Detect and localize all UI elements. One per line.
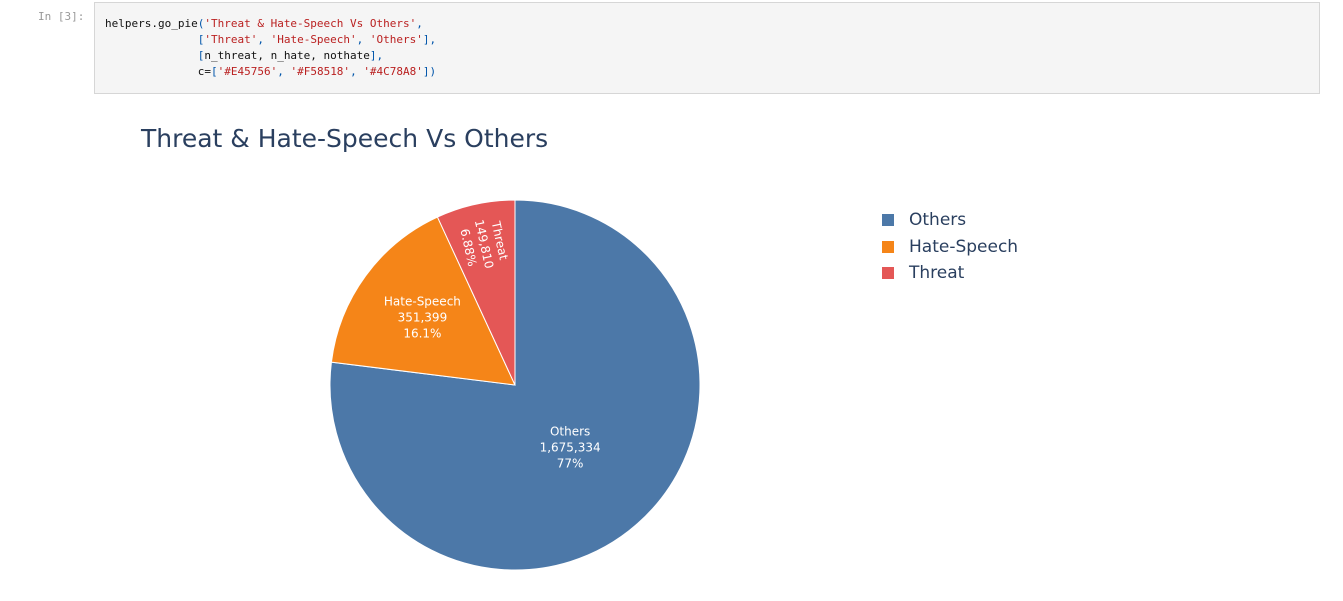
slice-label-group: Others 1,675,334 77%	[540, 424, 601, 470]
legend-swatch	[882, 267, 894, 280]
legend-swatch	[882, 240, 894, 253]
code-line: c=['#E45756', '#F58518', '#4C78A8'])	[105, 64, 436, 80]
code-token: [	[197, 33, 205, 46]
code-editor[interactable]: helpers.go_pie('Threat & Hate-Speech Vs …	[105, 16, 436, 80]
code-token: ,	[356, 33, 370, 46]
legend-label: Threat	[909, 263, 965, 284]
code-token: ,	[257, 33, 271, 46]
code-token: ])	[422, 65, 437, 78]
slice-value-text: 351,399	[398, 310, 448, 324]
code-token: ,	[416, 17, 423, 30]
code-token: ,	[350, 65, 364, 78]
code-token: 'Threat'	[204, 33, 258, 46]
code-token: 'Threat & Hate-Speech Vs Others'	[204, 17, 417, 30]
pie-slice-others[interactable]	[329, 199, 701, 571]
code-token: (	[197, 17, 205, 30]
pie-slice-threat[interactable]	[436, 199, 516, 386]
code-line: helpers.go_pie('Threat & Hate-Speech Vs …	[105, 16, 436, 32]
legend-label: Others	[909, 210, 967, 231]
slice-value-text: 1,675,334	[540, 440, 601, 454]
code-token: 'Others'	[369, 33, 423, 46]
legend-swatch	[882, 214, 894, 227]
code-token: '#E45756'	[217, 65, 278, 78]
code-token: helpers.go_pie	[105, 17, 198, 30]
slice-label: Hate-Speech	[384, 294, 461, 308]
code-token: '#F58518'	[290, 65, 351, 78]
chart-legend: Others Hate-Speech Threat	[882, 207, 1018, 287]
code-token: ,	[277, 65, 291, 78]
legend-item[interactable]: Others	[882, 207, 1018, 234]
code-token: c=	[197, 65, 211, 78]
chart-title: Threat & Hate-Speech Vs Others	[141, 124, 549, 153]
code-cell[interactable]: helpers.go_pie('Threat & Hate-Speech Vs …	[94, 2, 1320, 94]
code-line: ['Threat', 'Hate-Speech', 'Others'],	[105, 32, 436, 48]
slice-label: Others	[550, 424, 590, 438]
legend-item[interactable]: Hate-Speech	[882, 234, 1018, 261]
legend-label: Hate-Speech	[909, 236, 1019, 257]
code-token: n_threat, n_hate, nothate	[204, 49, 370, 62]
code-token: [	[197, 49, 205, 62]
code-token: [	[210, 65, 218, 78]
code-token: ],	[422, 33, 437, 46]
slice-percent-text: 77%	[557, 456, 584, 470]
slice-percent-text: 16.1%	[403, 326, 441, 340]
legend-item[interactable]: Threat	[882, 260, 1018, 287]
code-token: '#4C78A8'	[363, 65, 423, 78]
pie-slice-hate-speech[interactable]	[330, 216, 516, 386]
code-token: 'Hate-Speech'	[270, 33, 357, 46]
slice-label-group: Hate-Speech 351,399 16.1%	[384, 294, 461, 340]
cell-prompt: In [3]:	[38, 10, 85, 23]
code-line: [n_threat, n_hate, nothate],	[105, 48, 436, 64]
code-token: ],	[369, 49, 384, 62]
